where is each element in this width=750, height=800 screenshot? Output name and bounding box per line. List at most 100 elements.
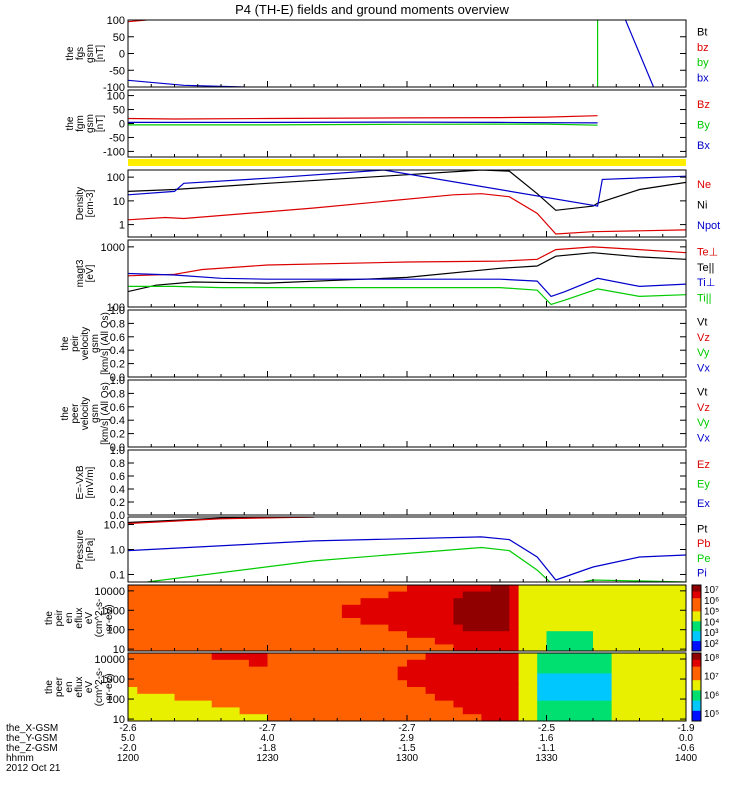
- heatmap-cell: [155, 673, 166, 681]
- heatmap-cell: [611, 680, 622, 688]
- y-axis-label-line: gsm: [85, 44, 96, 63]
- heatmap-cell: [444, 673, 455, 681]
- y-tick-label: 10: [113, 714, 125, 726]
- heatmap-cell: [490, 659, 501, 668]
- heatmap-cell: [239, 631, 250, 639]
- heatmap-cell: [583, 687, 594, 695]
- heatmap-cell: [379, 687, 389, 695]
- heatmap-cell: [555, 611, 566, 619]
- heatmap-cell: [537, 631, 548, 639]
- heatmap-cell: [425, 644, 436, 651]
- heatmap-cell: [639, 666, 650, 674]
- heatmap-cell: [407, 693, 417, 702]
- heatmap-cell: [193, 598, 203, 606]
- panel-fgs: 100 50 0 -50 -100 the fgs gsm [nT] Bt bz by bx: [65, 15, 709, 94]
- heatmap-cell: [565, 637, 575, 645]
- y-tick-label: 0.0: [110, 372, 125, 384]
- heatmap-cell: [369, 653, 380, 661]
- heatmap-cell: [304, 631, 315, 639]
- y-axis-label-line: peir: [54, 609, 65, 626]
- heatmap-cell: [369, 714, 380, 721]
- heatmap-cell: [407, 653, 417, 661]
- heatmap-cell: [490, 631, 501, 639]
- heatmap-cell: [472, 618, 482, 626]
- colorbar-cell: [692, 614, 701, 619]
- heatmap-cell: [286, 585, 296, 593]
- heatmap-cell: [221, 666, 231, 674]
- heatmap-cell: [304, 591, 315, 599]
- x-axis-row-value: -1.9: [677, 723, 695, 734]
- heatmap-cell: [369, 637, 380, 645]
- heatmap-cell: [546, 693, 557, 702]
- heatmap-cell: [314, 666, 324, 674]
- heatmap-cell: [648, 585, 659, 593]
- heatmap-cell: [481, 714, 492, 721]
- heatmap-cell: [351, 644, 362, 651]
- heatmap-cell: [527, 693, 538, 702]
- series-line-Ne: [128, 193, 686, 235]
- legend-entry-Pt: Pt: [697, 523, 707, 535]
- heatmap-cell: [500, 687, 510, 695]
- heatmap-cell: [434, 618, 445, 626]
- heatmap-cell: [407, 687, 417, 695]
- heatmap-cell: [314, 604, 324, 612]
- heatmap-cell: [490, 687, 501, 695]
- heatmap-cell: [472, 680, 482, 688]
- heatmap-cell: [574, 611, 585, 619]
- heatmap-cell: [211, 693, 222, 702]
- heatmap-cell: [388, 637, 399, 645]
- heatmap-cell: [369, 680, 380, 688]
- x-axis-row-value: -1.8: [259, 743, 277, 754]
- heatmap-cell: [193, 637, 203, 645]
- legend-entry-By: By: [697, 120, 710, 132]
- heatmap-cell: [583, 693, 594, 702]
- heatmap-cell: [258, 618, 269, 626]
- heatmap-cell: [388, 714, 399, 721]
- heatmap-cell: [304, 714, 315, 721]
- heatmap-cell: [481, 680, 492, 688]
- heatmap-cell: [332, 666, 343, 674]
- heatmap-cell: [546, 631, 557, 639]
- heatmap-cell: [304, 707, 315, 715]
- heatmap-cell: [444, 591, 455, 599]
- heatmap-cell: [676, 585, 686, 593]
- heatmap-cell: [518, 618, 529, 626]
- y-axis-label-line: [km/s] (All Qs): [100, 382, 111, 445]
- heatmap-cell: [239, 598, 250, 606]
- heatmap-cell: [128, 618, 138, 626]
- heatmap-cell: [407, 707, 417, 715]
- heatmap-cell: [434, 680, 445, 688]
- heatmap-cell: [667, 598, 678, 606]
- heatmap-cell: [462, 631, 473, 639]
- heatmap-cell: [648, 714, 659, 721]
- heatmap-cell: [137, 585, 148, 593]
- heatmap-cell: [295, 687, 306, 695]
- heatmap-cell: [146, 637, 157, 645]
- heatmap-cell: [155, 653, 166, 661]
- heatmap-cell: [165, 591, 176, 599]
- heatmap-cell: [379, 666, 389, 674]
- heatmap-cell: [509, 611, 520, 619]
- y-axis-label-line: [nT]: [95, 115, 106, 132]
- heatmap-cell: [360, 659, 371, 668]
- heatmap-cell: [481, 687, 492, 695]
- heatmap-cell: [416, 653, 427, 661]
- heatmap-cell: [565, 707, 575, 715]
- heatmap-cell: [332, 700, 343, 708]
- heatmap-cell: [434, 673, 445, 681]
- heatmap-cell: [155, 687, 166, 695]
- heatmap-cell: [341, 673, 352, 681]
- heatmap-cell: [620, 707, 631, 715]
- heatmap-cell: [332, 644, 343, 651]
- heatmap-cell: [202, 680, 213, 688]
- heatmap-cell: [537, 618, 548, 626]
- heatmap-cell: [351, 693, 362, 702]
- heatmap-cell: [314, 598, 324, 606]
- heatmap-cell: [453, 631, 464, 639]
- heatmap-cell: [286, 637, 296, 645]
- heatmap-cell: [602, 659, 613, 668]
- heatmap-cell: [546, 591, 557, 599]
- x-axis-row-value: -1.1: [538, 743, 556, 754]
- heatmap-cell: [304, 598, 315, 606]
